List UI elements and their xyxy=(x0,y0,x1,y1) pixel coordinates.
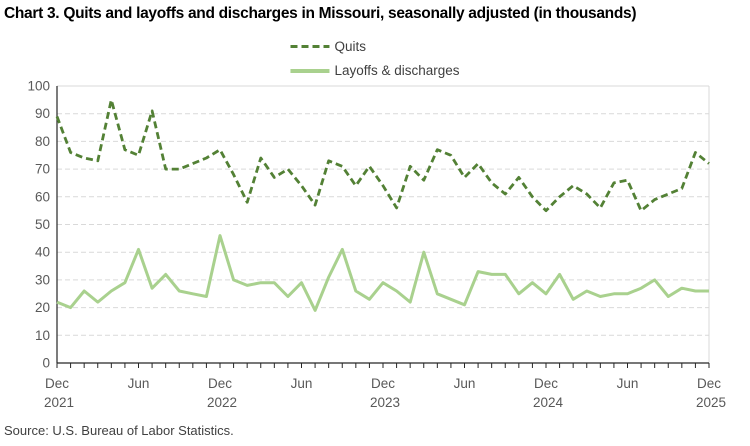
svg-text:Dec: Dec xyxy=(534,376,558,391)
layoffs-solid-line-swatch xyxy=(290,68,330,73)
series-layoffs xyxy=(56,234,709,312)
svg-text:2022: 2022 xyxy=(207,395,237,410)
quits-dashed-line-swatch xyxy=(290,45,330,48)
svg-text:Dec: Dec xyxy=(697,376,721,391)
svg-text:Jun: Jun xyxy=(617,376,639,391)
svg-text:30: 30 xyxy=(35,272,50,287)
svg-text:Dec: Dec xyxy=(45,376,69,391)
svg-text:80: 80 xyxy=(35,134,50,149)
svg-text:Dec: Dec xyxy=(208,376,232,391)
chart-title: Chart 3. Quits and layoffs and discharge… xyxy=(4,5,637,22)
svg-text:2025: 2025 xyxy=(696,395,726,410)
svg-text:50: 50 xyxy=(35,217,50,232)
svg-text:90: 90 xyxy=(35,106,50,121)
series-quits xyxy=(55,98,710,213)
svg-text:100: 100 xyxy=(27,79,50,94)
svg-text:Jun: Jun xyxy=(291,376,313,391)
source-note: Source: U.S. Bureau of Labor Statistics. xyxy=(4,423,234,438)
svg-text:0: 0 xyxy=(42,356,50,371)
legend-label-quits: Quits xyxy=(334,39,366,54)
svg-text:Jun: Jun xyxy=(128,376,150,391)
legend-label-layoffs: Layoffs & discharges xyxy=(334,63,460,78)
svg-text:Jun: Jun xyxy=(454,376,476,391)
svg-text:10: 10 xyxy=(35,328,50,343)
y-axis-labels: 0 10 20 30 40 50 60 70 80 90 100 xyxy=(27,79,50,371)
svg-text:2024: 2024 xyxy=(533,395,564,410)
svg-text:20: 20 xyxy=(35,300,50,315)
svg-text:40: 40 xyxy=(35,245,50,260)
svg-text:Dec: Dec xyxy=(371,376,395,391)
legend-item-quits: Quits xyxy=(290,36,459,57)
gridlines xyxy=(57,113,709,336)
plot-border xyxy=(57,85,710,363)
x-axis-labels: Dec 2021 Jun Dec 2022 Jun Dec 2023 Jun Dec 2024 Jun… xyxy=(44,376,726,410)
svg-text:2023: 2023 xyxy=(370,395,400,410)
svg-text:2021: 2021 xyxy=(44,395,74,410)
legend: Quits Layoffs & discharges xyxy=(290,36,460,81)
legend-item-layoffs: Layoffs & discharges xyxy=(290,60,460,81)
svg-text:70: 70 xyxy=(35,162,50,177)
x-axis-ticks xyxy=(56,363,710,368)
svg-text:60: 60 xyxy=(35,189,50,204)
